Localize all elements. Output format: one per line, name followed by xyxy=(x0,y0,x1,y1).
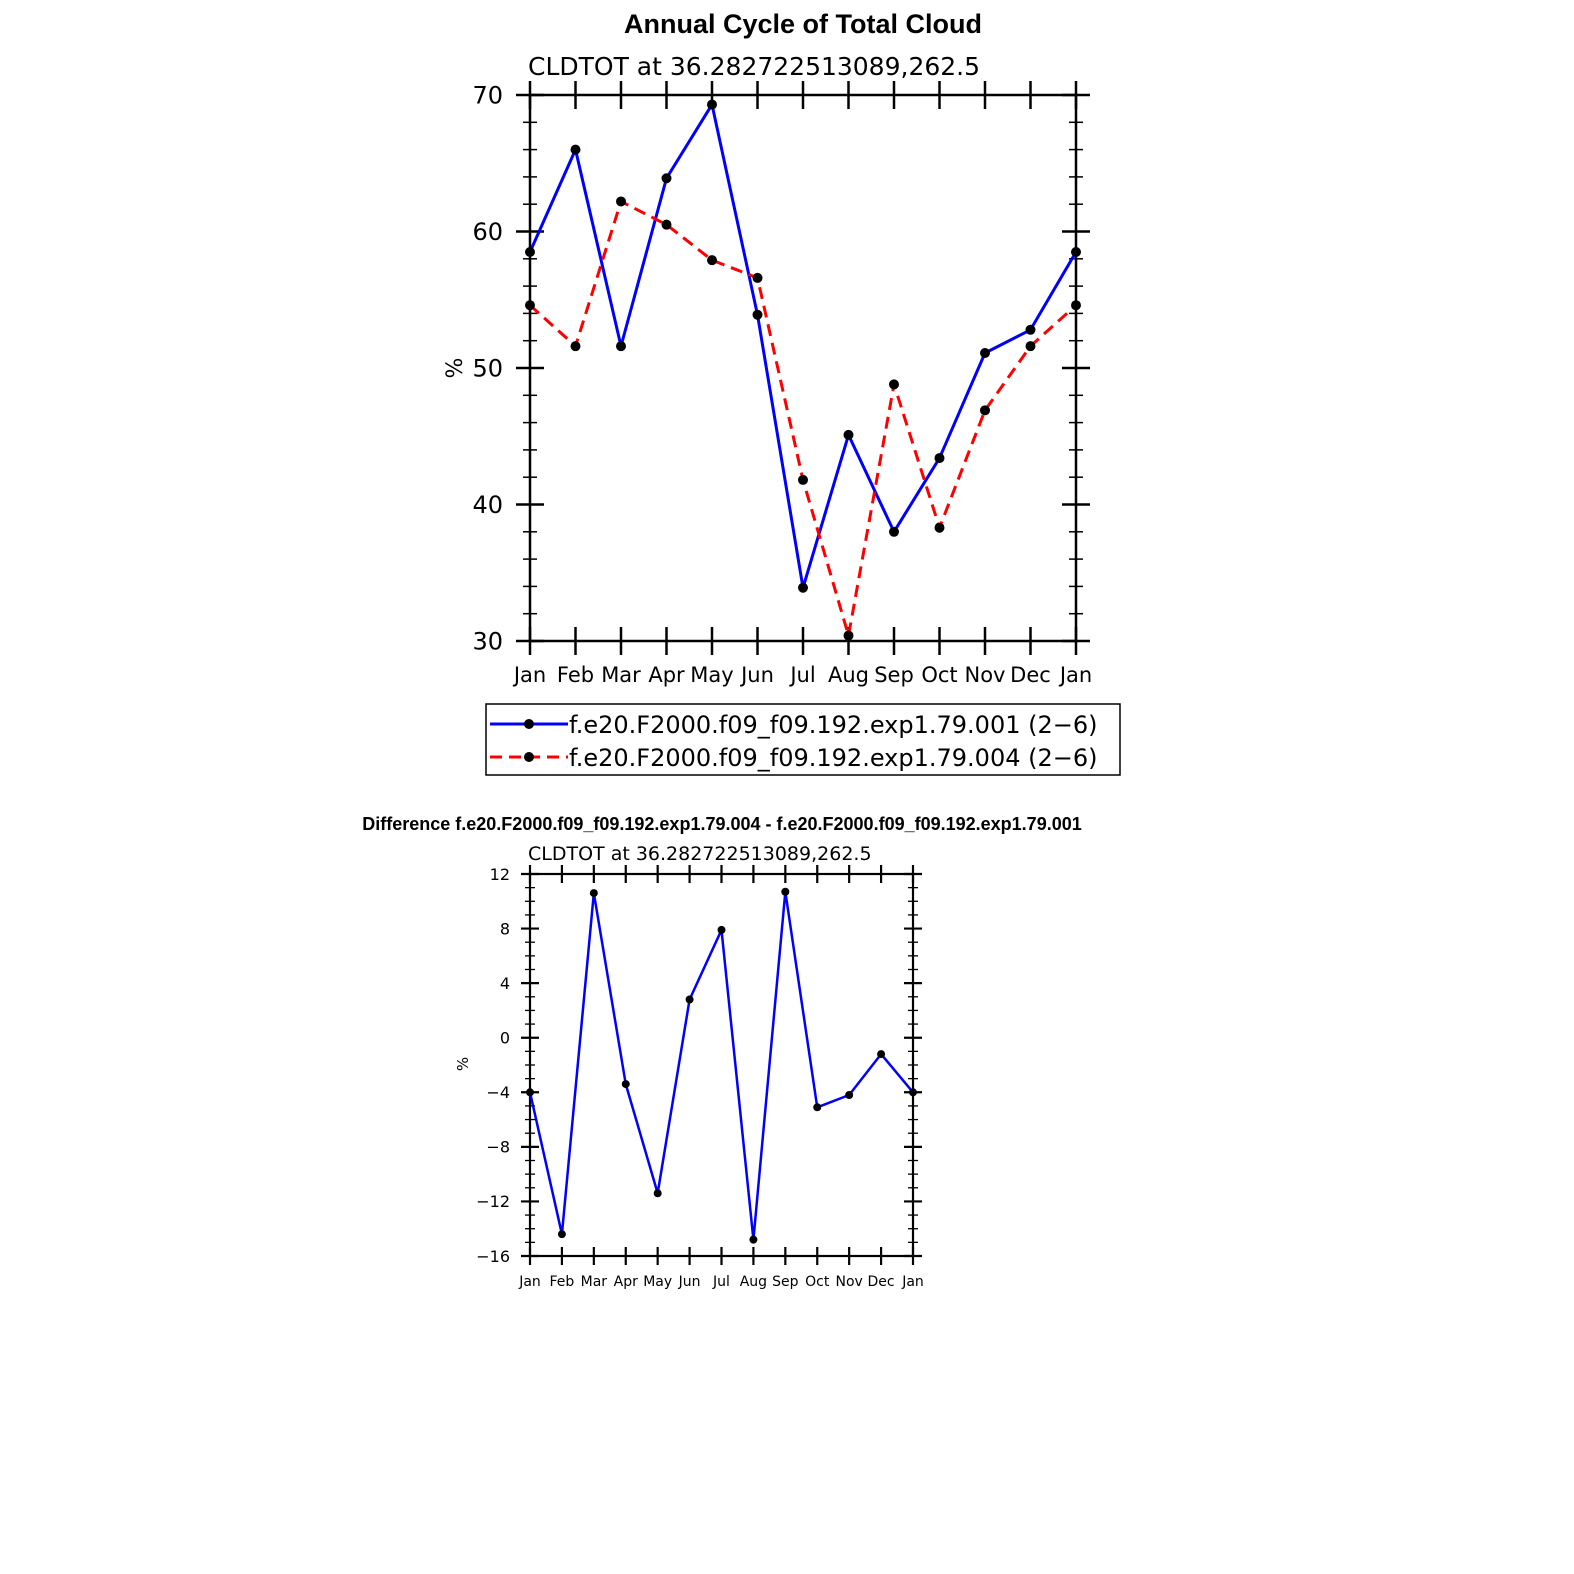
x-tick-label: Aug xyxy=(740,1274,767,1290)
x-tick-label: Jul xyxy=(712,1274,730,1290)
y-tick-label: 12 xyxy=(490,865,510,884)
legend-marker-series-2 xyxy=(524,752,534,762)
data-point xyxy=(781,887,790,896)
legend-marker-series-1 xyxy=(524,719,534,729)
data-point xyxy=(749,1235,758,1244)
data-point xyxy=(621,1080,630,1089)
data-point xyxy=(889,379,899,390)
data-point xyxy=(798,474,808,485)
data-point xyxy=(1025,324,1036,335)
data-point xyxy=(934,522,945,533)
x-tick-label: Jan xyxy=(1058,663,1092,687)
x-tick-label: Sep xyxy=(874,663,914,687)
difference-chart: Difference f.e20.F2000.f09_f09.192.exp1.… xyxy=(362,814,1081,1290)
data-point xyxy=(653,1189,662,1198)
y-tick-label: 8 xyxy=(500,919,510,938)
y-tick-label: −4 xyxy=(486,1083,510,1102)
data-point xyxy=(877,1050,886,1059)
data-point xyxy=(752,309,763,320)
data-point xyxy=(526,1088,534,1097)
x-tick-label: May xyxy=(643,1274,672,1290)
data-point xyxy=(707,99,717,110)
x-tick-label: Oct xyxy=(921,663,957,687)
data-point xyxy=(889,526,899,537)
y-tick-label: 0 xyxy=(500,1028,510,1047)
difference-plot-area: −16 −12 −8 −4 0 4 8 12 Jan Feb Mar Apr May Jun Jul Aug S… xyxy=(476,865,924,1290)
x-tick-label: Jul xyxy=(788,663,815,687)
data-point xyxy=(845,1091,854,1100)
legend: f.e20.F2000.f09_f09.192.exp1.79.001 (2−6… xyxy=(485,703,1121,776)
data-point xyxy=(798,582,808,593)
annual-cycle-chart: Annual Cycle of Total Cloud CLDTOT at 36… xyxy=(443,9,1121,776)
y-tick-label: 60 xyxy=(472,218,503,246)
data-point xyxy=(813,1103,822,1112)
y-tick-label: 30 xyxy=(472,628,503,656)
legend-entry-series-1: f.e20.F2000.f09_f09.192.exp1.79.001 (2−6… xyxy=(569,711,1097,739)
difference-chart-title: Difference f.e20.F2000.f09_f09.192.exp1.… xyxy=(362,814,1081,834)
data-point xyxy=(557,1230,566,1239)
y-tick-label: −8 xyxy=(486,1138,510,1157)
chart-title: Annual Cycle of Total Cloud xyxy=(624,9,982,39)
data-point xyxy=(570,144,581,155)
series-line-1 xyxy=(528,103,1078,590)
x-tick-label: Nov xyxy=(965,663,1006,687)
x-tick-label: Mar xyxy=(601,663,641,687)
data-point xyxy=(752,272,763,283)
data-point xyxy=(1025,341,1036,352)
x-tick-label: Jan xyxy=(901,1274,924,1290)
data-point xyxy=(685,995,694,1004)
y-axis-label: % xyxy=(443,358,468,379)
y-tick-label: 4 xyxy=(500,974,510,993)
x-tick-label: Jan xyxy=(512,663,546,687)
data-point xyxy=(980,347,990,358)
data-point xyxy=(1071,246,1081,257)
data-point xyxy=(616,196,626,207)
x-tick-label: Aug xyxy=(828,663,869,687)
x-tick-label: Mar xyxy=(581,1274,608,1290)
x-tick-label: Feb xyxy=(550,1274,575,1290)
y-tick-label: 70 xyxy=(472,82,503,110)
data-point xyxy=(570,341,581,352)
y-tick-label: 50 xyxy=(472,355,503,383)
data-point xyxy=(589,889,598,898)
x-tick-label: Oct xyxy=(805,1274,830,1290)
difference-y-axis-label: % xyxy=(454,1057,472,1071)
x-tick-label: Dec xyxy=(1010,663,1051,687)
x-tick-label: Jun xyxy=(678,1274,701,1290)
plot-frame xyxy=(528,93,1078,643)
x-tick-label: May xyxy=(690,663,733,687)
legend-frame xyxy=(485,703,1121,776)
data-point xyxy=(843,429,854,440)
data-point xyxy=(661,173,672,184)
x-tick-label: Apr xyxy=(614,1274,638,1290)
data-point xyxy=(909,1088,917,1097)
series-line-2 xyxy=(528,199,1078,638)
difference-chart-subtitle: CLDTOT at 36.282722513089,262.5 xyxy=(528,843,872,865)
x-tick-label: Feb xyxy=(557,663,594,687)
x-tick-label: Nov xyxy=(836,1274,863,1290)
x-tick-label: Sep xyxy=(772,1274,799,1290)
x-tick-label: Dec xyxy=(868,1274,895,1290)
data-point xyxy=(661,219,672,230)
y-tick-label: −12 xyxy=(476,1192,510,1211)
data-point xyxy=(934,453,945,464)
x-tick-label: Apr xyxy=(648,663,685,687)
x-tick-label: Jun xyxy=(739,663,774,687)
data-point xyxy=(616,341,626,352)
legend-entry-series-2: f.e20.F2000.f09_f09.192.exp1.79.004 (2−6… xyxy=(569,744,1097,772)
plot-area: 30 40 50 60 70 Jan Feb Mar Apr May Jun Jul Aug Sep Oct… xyxy=(472,81,1092,687)
chart-subtitle: CLDTOT at 36.282722513089,262.5 xyxy=(528,52,980,81)
y-tick-label: 40 xyxy=(472,491,503,519)
x-tick-label: Jan xyxy=(518,1274,541,1290)
data-point xyxy=(525,300,535,311)
data-point xyxy=(707,255,717,266)
y-tick-label: −16 xyxy=(476,1247,510,1266)
data-point xyxy=(1071,300,1081,311)
data-point xyxy=(525,246,535,257)
series-line-1 xyxy=(528,890,914,1241)
data-point xyxy=(717,925,726,934)
data-point xyxy=(843,630,854,641)
data-point xyxy=(980,405,990,416)
